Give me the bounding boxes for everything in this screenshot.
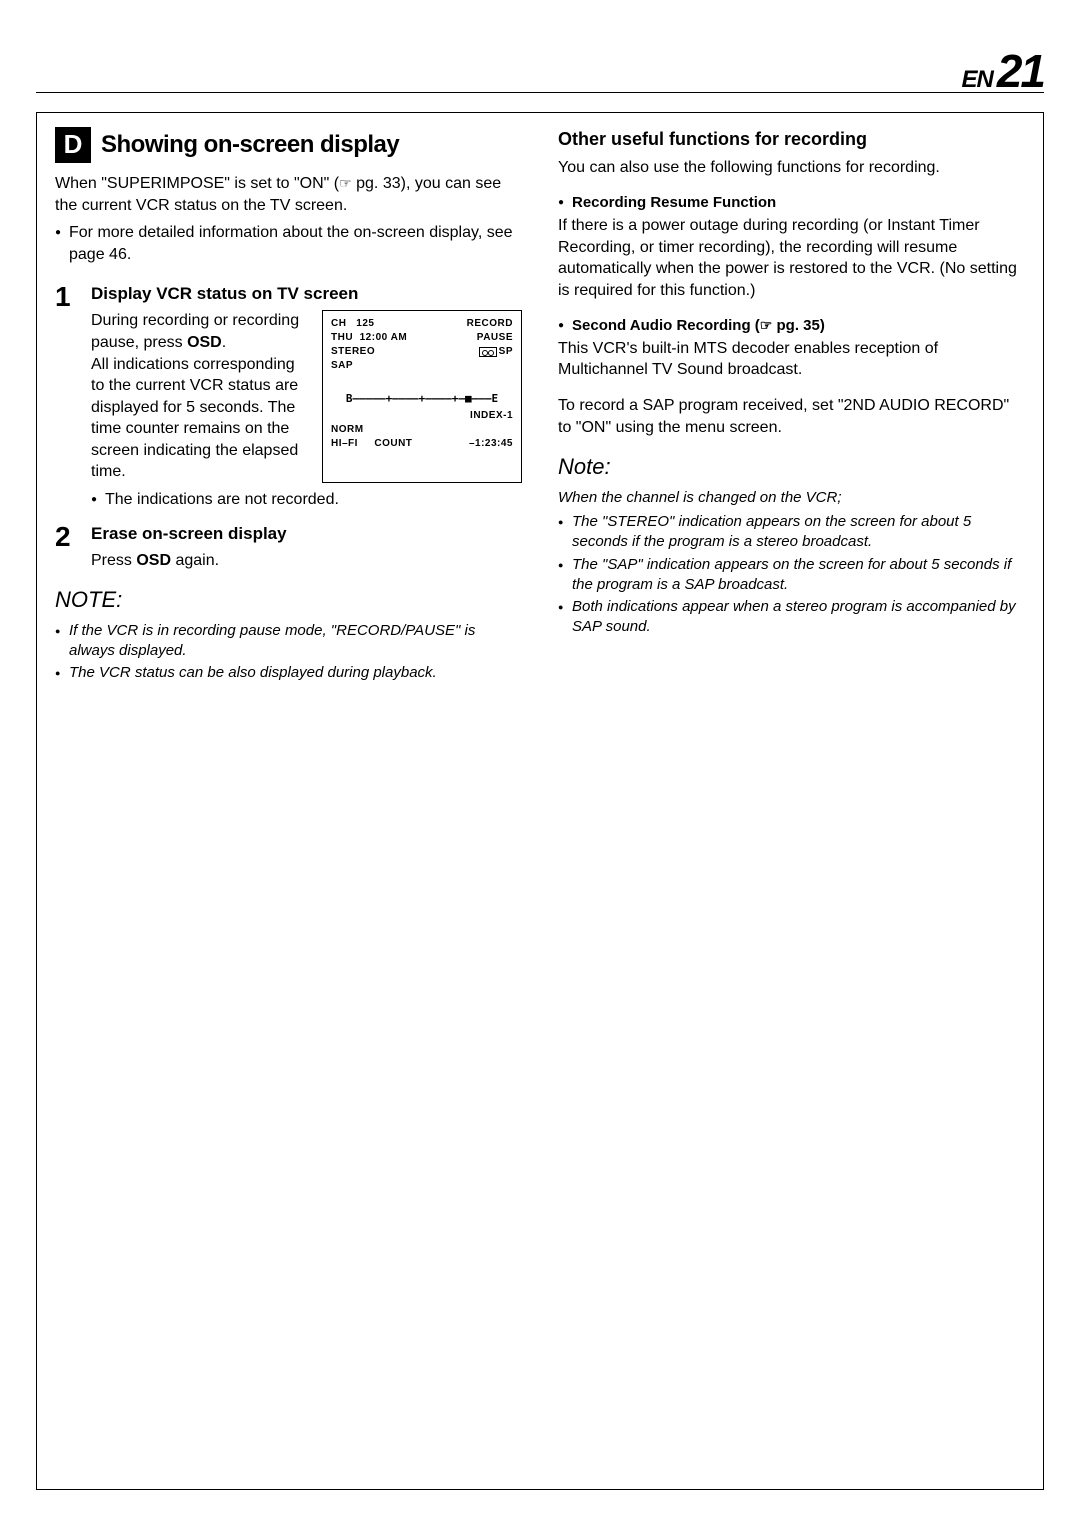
func2-body1: This VCR's built-in MTS decoder enables …: [558, 338, 1025, 381]
page-number-header: EN 21: [961, 44, 1044, 98]
note-right-3: Both indications appear when a stereo pr…: [558, 597, 1025, 638]
section-title: Showing on-screen display: [101, 129, 399, 161]
osd-display-box: CH 125 RECORD THU 12:00 AM PAUSE STEREO …: [322, 310, 522, 483]
func1-body: If there is a power outage during record…: [558, 215, 1025, 301]
note-right-1: The "STEREO" indication appears on the s…: [558, 512, 1025, 553]
osd-stereo: STEREO: [331, 345, 375, 359]
right-column: Other useful functions for recording You…: [540, 113, 1043, 1489]
osd-key-label-2: OSD: [136, 552, 171, 569]
osd-count-label: COUNT: [374, 438, 412, 449]
step1-body-c: All indications corresponding to the cur…: [91, 354, 312, 484]
step1-bullet: The indications are not recorded.: [91, 489, 522, 511]
osd-record: RECORD: [467, 317, 513, 331]
osd-time: 12:00 AM: [360, 332, 408, 343]
func2-head-a: Second Audio Recording (: [572, 317, 760, 334]
cassette-icon: [479, 347, 497, 357]
osd-sap: SAP: [331, 359, 513, 373]
osd-day: THU: [331, 332, 353, 343]
step-1: 1 Display VCR status on TV screen During…: [55, 283, 522, 514]
step-2-heading: Erase on-screen display: [91, 523, 522, 546]
section-header: D Showing on-screen display: [55, 127, 522, 163]
step-1-heading: Display VCR status on TV screen: [91, 283, 522, 306]
right-heading: Other useful functions for recording: [558, 127, 1025, 151]
func2-heading: Second Audio Recording (☞ pg. 35): [558, 316, 1025, 336]
step-2-text: Press OSD again.: [91, 550, 522, 572]
osd-index: INDEX-1: [470, 409, 513, 423]
osd-key-label: OSD: [187, 334, 222, 351]
page-ref-icon-2: ☞: [760, 316, 773, 335]
lang-label: EN: [961, 66, 992, 94]
step2-body-a: Press: [91, 552, 136, 569]
func2-body2: To record a SAP program received, set "2…: [558, 395, 1025, 438]
intro-part1: When "SUPERIMPOSE" is set to "ON" (: [55, 175, 339, 192]
step-2: 2 Erase on-screen display Press OSD agai…: [55, 523, 522, 572]
note-heading-left: NOTE:: [55, 585, 522, 615]
func1-heading: Recording Resume Function: [558, 193, 1025, 213]
step-2-number: 2: [55, 523, 91, 572]
osd-norm: NORM: [331, 423, 513, 437]
step2-body-b: again.: [171, 552, 219, 569]
content-frame: D Showing on-screen display When "SUPERI…: [36, 112, 1044, 1490]
osd-tape-position: B–––––+––––+––––+–■–––E: [331, 391, 513, 406]
osd-counter: –1:23:45: [469, 437, 513, 451]
note-left-1: If the VCR is in recording pause mode, "…: [55, 621, 522, 662]
func2-head-b: pg. 35): [772, 317, 825, 334]
osd-ch-value: 125: [356, 318, 374, 329]
page-number: 21: [997, 44, 1044, 98]
note-left-2: The VCR status can be also displayed dur…: [55, 663, 522, 683]
note-list-left: If the VCR is in recording pause mode, "…: [55, 621, 522, 684]
note-heading-right: Note:: [558, 452, 1025, 482]
intro-text: When "SUPERIMPOSE" is set to "ON" (☞ pg.…: [55, 173, 522, 216]
osd-pause: PAUSE: [477, 331, 513, 345]
step1-bullet-list: The indications are not recorded.: [91, 489, 522, 511]
intro-bullet: For more detailed information about the …: [55, 222, 522, 265]
header-rule: [36, 92, 1044, 93]
intro-bullet-list: For more detailed information about the …: [55, 222, 522, 265]
note-list-right: The "STEREO" indication appears on the s…: [558, 512, 1025, 638]
note-right-2: The "SAP" indication appears on the scre…: [558, 555, 1025, 596]
step-1-text: During recording or recording pause, pre…: [91, 310, 312, 483]
page-ref-icon: ☞: [339, 174, 352, 193]
osd-sp: SP: [499, 346, 513, 357]
osd-hifi: HI–FI: [331, 438, 358, 449]
note-intro-right: When the channel is changed on the VCR;: [558, 488, 1025, 508]
left-column: D Showing on-screen display When "SUPERI…: [37, 113, 540, 1489]
step1-body-b: .: [222, 334, 226, 351]
right-intro: You can also use the following functions…: [558, 157, 1025, 179]
step-1-number: 1: [55, 283, 91, 514]
section-letter-box: D: [55, 127, 91, 163]
osd-ch-label: CH: [331, 318, 346, 329]
